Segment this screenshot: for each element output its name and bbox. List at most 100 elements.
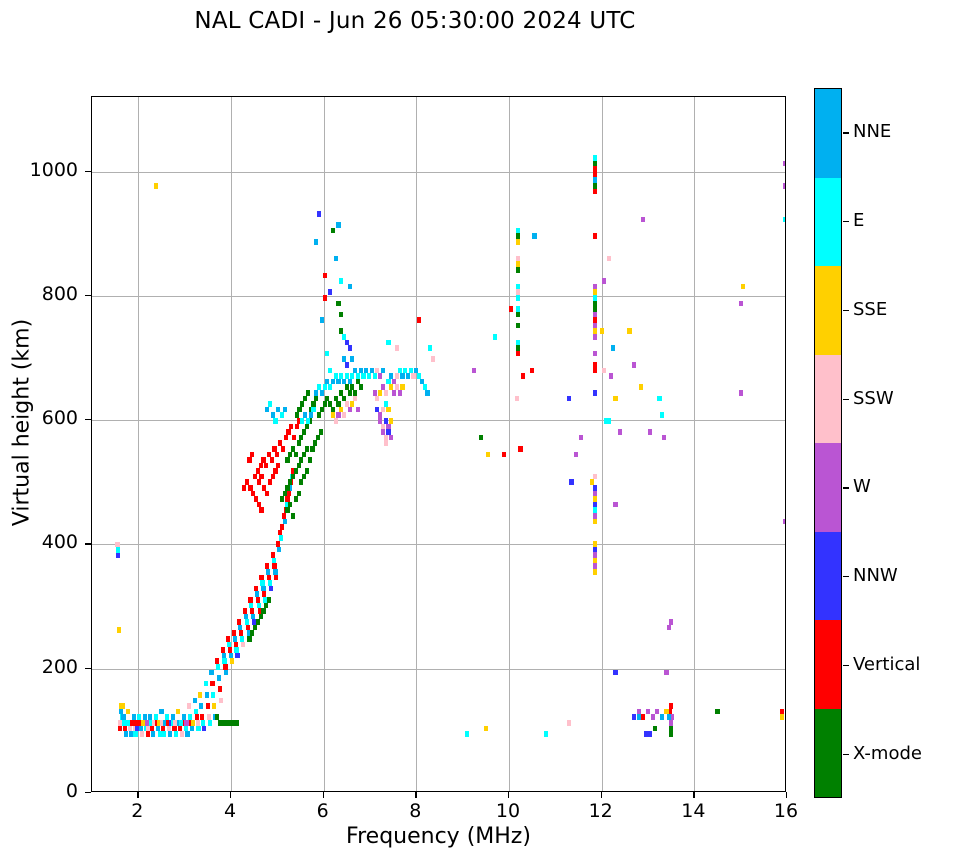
scatter-point [190,719,196,726]
scatter-point [177,725,183,732]
scatter-point [383,440,388,446]
scatter-point [659,714,664,720]
scatter-point [265,490,270,497]
scatter-point [153,183,158,189]
y-tick-label: 1000 [29,158,78,181]
y-tick-label: 800 [41,282,78,305]
scatter-point [669,619,674,625]
scatter-point [116,552,121,559]
scatter-point [515,395,520,402]
scatter-point [341,378,347,385]
scatter-point [308,406,313,413]
scatter-point [608,373,613,379]
scatter-point [167,731,172,737]
scatter-point [264,602,269,609]
scatter-point [195,719,200,726]
scatter-point [380,384,386,390]
gridline-vertical [509,97,510,791]
scatter-point [509,306,514,312]
scatter-point [165,719,171,726]
scatter-point [184,719,189,726]
scatter-point [350,401,355,407]
scatter-point [516,306,521,312]
scatter-point [291,473,296,480]
scatter-point [265,563,270,569]
scatter-point [259,473,264,480]
scatter-point [516,350,521,357]
scatter-point [666,624,671,631]
scatter-point [590,479,595,486]
scatter-point [366,373,372,379]
scatter-point [567,395,572,402]
scatter-point [322,401,327,407]
scatter-point [780,708,785,715]
scatter-point [347,283,352,290]
page-title: NAL CADI - Jun 26 05:30:00 2024 UTC [194,8,636,34]
scatter-point [372,390,377,396]
scatter-point [285,496,290,502]
scatter-point [339,406,344,413]
scatter-point [394,373,399,379]
y-tick-mark [85,170,91,172]
scatter-point [333,373,338,379]
gridline-horizontal [92,171,785,173]
scatter-point [270,552,275,558]
colorbar-tick [843,753,849,755]
scatter-point [284,501,289,508]
scatter-point [592,507,597,514]
x-tick-label: 4 [223,800,237,822]
scatter-point [255,619,260,625]
scatter-point [286,429,291,435]
scatter-point [592,367,597,374]
scatter-point [425,390,430,396]
scatter-point [330,412,335,418]
scatter-point [277,546,282,553]
scatter-point [341,412,347,418]
scatter-point [256,602,261,609]
scatter-point [592,300,597,307]
scatter-point [294,423,299,430]
scatter-point [128,731,133,737]
scatter-point [215,714,220,720]
scatter-point [397,367,402,374]
scatter-point [486,451,491,458]
scatter-point [782,518,785,525]
scatter-point [780,714,785,720]
scatter-point [279,412,285,418]
scatter-point [250,451,255,458]
scatter-point [288,501,293,508]
scatter-point [638,384,644,390]
scatter-point [372,373,377,379]
scatter-point [394,384,399,390]
scatter-point [241,485,247,491]
x-tick-mark [600,792,602,798]
x-tick-label: 10 [495,800,521,822]
scatter-point [592,390,597,396]
scatter-point [285,507,290,514]
gridline-horizontal [92,668,785,670]
x-tick-mark [693,792,695,798]
scatter-point [383,434,388,441]
scatter-point [592,289,597,295]
gridline-horizontal [92,544,785,546]
scatter-point [305,390,310,396]
scatter-point [234,647,239,653]
scatter-point [516,255,521,262]
scatter-point [592,557,597,564]
scatter-point [166,725,171,732]
scatter-point [221,652,226,659]
scatter-point [247,636,252,642]
scatter-point [310,445,315,452]
scatter-point [592,322,597,329]
scatter-point [267,580,272,586]
scatter-point [664,669,669,676]
x-tick-label: 16 [773,800,799,822]
scatter-point [516,322,521,329]
scatter-point [145,731,150,737]
scatter-point [119,708,124,715]
scatter-point [135,725,140,732]
scatter-point [386,406,391,413]
scatter-point [400,373,405,379]
scatter-point [239,630,244,637]
colorbar-tick [843,664,849,667]
